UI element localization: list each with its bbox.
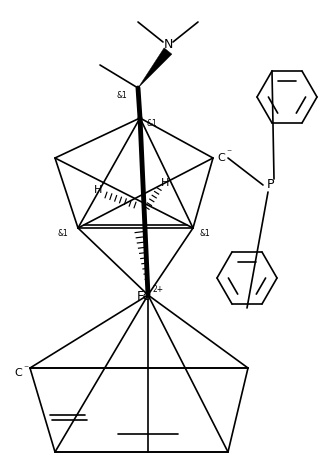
Text: C: C [14, 368, 22, 378]
Text: ⁻: ⁻ [226, 148, 232, 158]
Text: &1: &1 [117, 91, 127, 101]
Text: &1: &1 [200, 229, 210, 237]
Polygon shape [138, 48, 172, 88]
Text: &1: &1 [58, 229, 68, 237]
Text: H: H [161, 178, 169, 188]
Text: 2+: 2+ [152, 285, 164, 293]
Text: P: P [266, 178, 274, 192]
Text: Fe: Fe [137, 291, 151, 304]
Text: &1: &1 [147, 118, 157, 128]
Text: C: C [217, 153, 225, 163]
Text: H: H [94, 185, 102, 195]
Text: ⁻: ⁻ [23, 364, 29, 374]
Text: N: N [163, 38, 173, 51]
